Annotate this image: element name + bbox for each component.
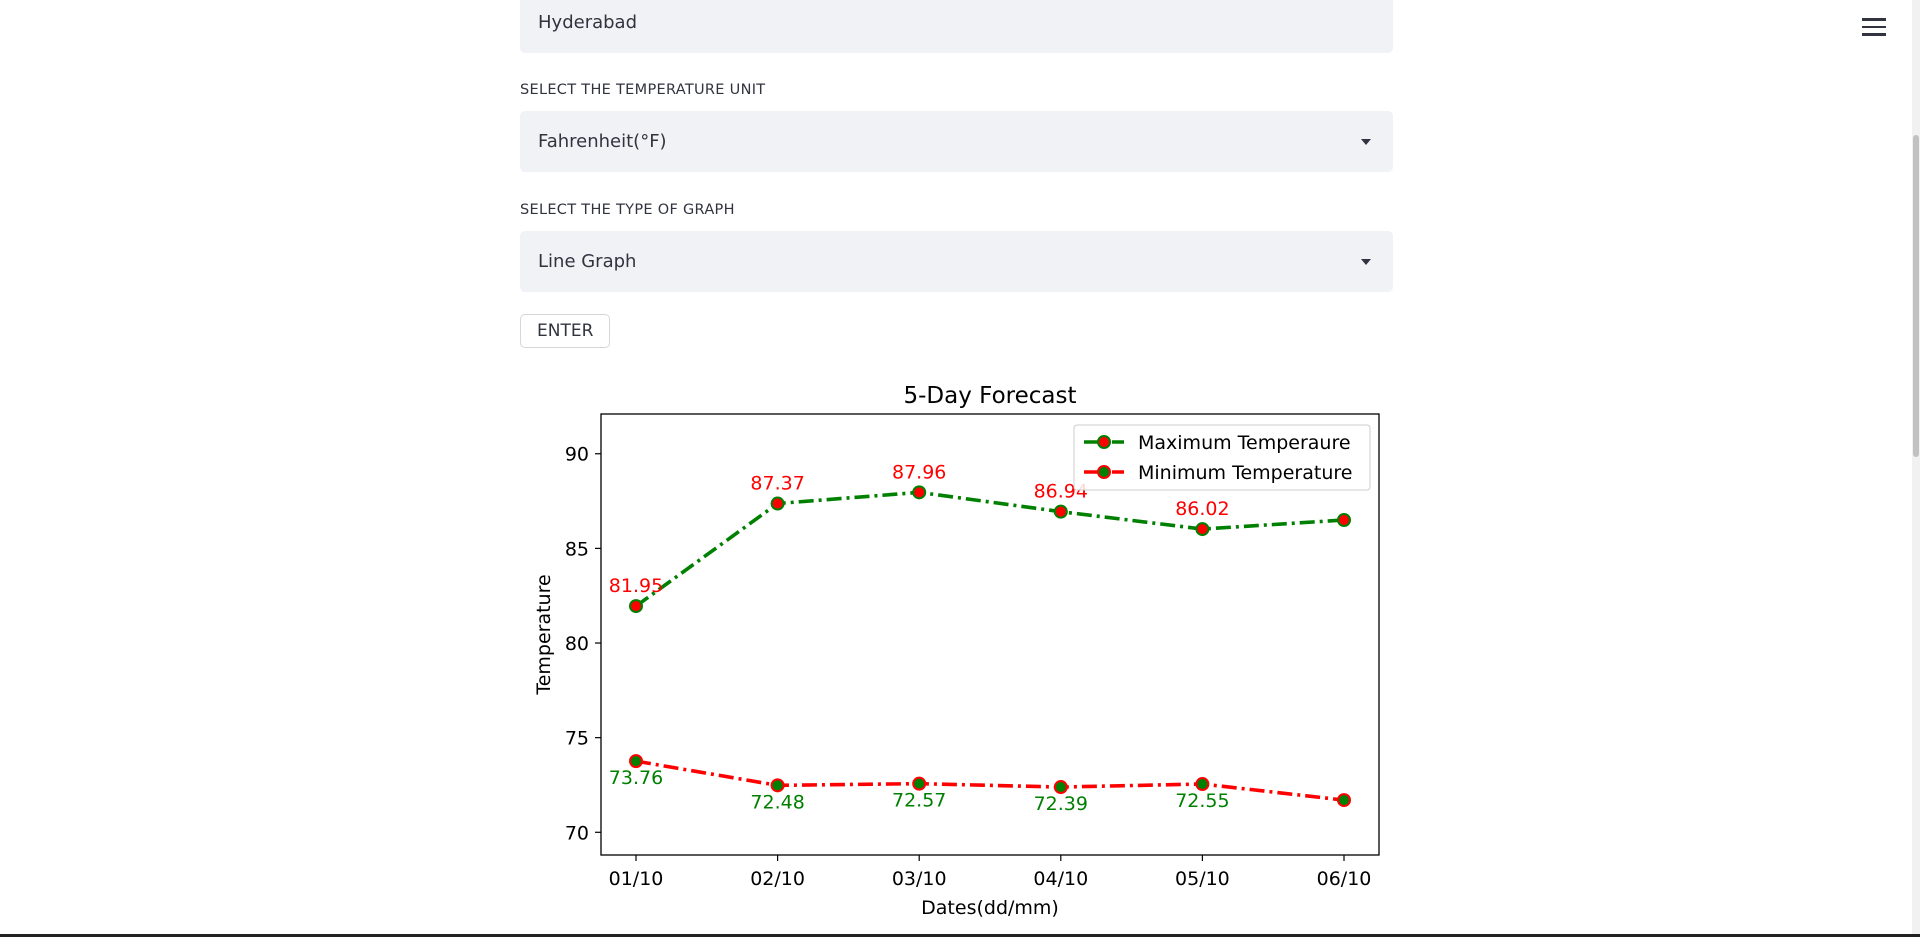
y-axis-label: Temperature [533,574,555,695]
y-tick-label: 90 [565,444,589,466]
data-point [912,776,927,791]
x-tick-label: 02/10 [750,868,805,890]
plot-frame [600,413,1380,856]
data-label: 72.39 [1034,793,1088,815]
unit-select-value: Fahrenheit(°F) [538,131,667,152]
data-point [1337,512,1351,527]
forecast-chart: 5-Day Forecast 70 75 80 85 90 01/10 02/10 03/10 0… [533,383,1380,919]
data-point [912,485,927,500]
data-label: 72.57 [892,790,946,812]
data-point [1195,777,1210,792]
graph-select-value: Line Graph [538,251,637,272]
data-label: 72.55 [1175,790,1229,812]
data-label: 87.37 [750,473,804,495]
scrollbar-track[interactable] [1912,0,1920,937]
legend-box [1073,424,1371,491]
unit-select[interactable]: Fahrenheit(°F) [520,111,1393,172]
x-tick-label: 06/10 [1317,868,1372,890]
legend-entry: Maximum Temperaure [1138,432,1351,454]
data-label: 87.96 [892,461,946,483]
y-tick-label: 80 [565,633,589,655]
data-point [1337,793,1351,808]
unit-select-label: SELECT THE TEMPERATURE UNIT [520,82,766,98]
enter-button[interactable]: ENTER [520,314,611,348]
data-point [770,496,785,511]
scrollbar-thumb[interactable] [1913,135,1919,457]
bottom-border [0,934,1920,937]
city-input-value: Hyderabad [538,12,637,33]
legend-marker [1097,465,1111,479]
data-label: 73.76 [609,767,663,789]
graph-select-label: SELECT THE TYPE OF GRAPH [520,202,735,218]
x-tick-label: 05/10 [1175,868,1230,890]
data-point [629,754,643,769]
hamburger-menu-icon[interactable] [1862,18,1886,38]
chart-title: 5-Day Forecast [904,383,1077,409]
y-tick-label: 70 [565,822,589,844]
x-axis-label: Dates(dd/mm) [921,897,1059,919]
series-line-max [634,490,1345,608]
chevron-down-icon [1361,138,1371,145]
x-tick-label: 04/10 [1033,868,1088,890]
city-input[interactable]: Hyderabad [520,0,1393,53]
chevron-down-icon [1361,258,1371,265]
graph-select[interactable]: Line Graph [520,231,1393,292]
data-point [1195,522,1210,537]
legend-marker [1097,435,1111,449]
data-point [629,599,643,614]
data-label: 86.02 [1175,498,1229,520]
y-tick-label: 85 [565,538,589,560]
data-point [770,778,785,793]
x-tick-label: 01/10 [609,868,664,890]
data-label: 72.48 [750,791,804,813]
legend-entry: Minimum Temperature [1138,462,1352,484]
x-tick-label: 03/10 [892,868,947,890]
series-line-min [635,759,1345,802]
data-point [1053,504,1068,519]
data-point [1053,780,1068,795]
y-tick-label: 75 [565,728,589,750]
data-label: 81.95 [609,575,663,597]
